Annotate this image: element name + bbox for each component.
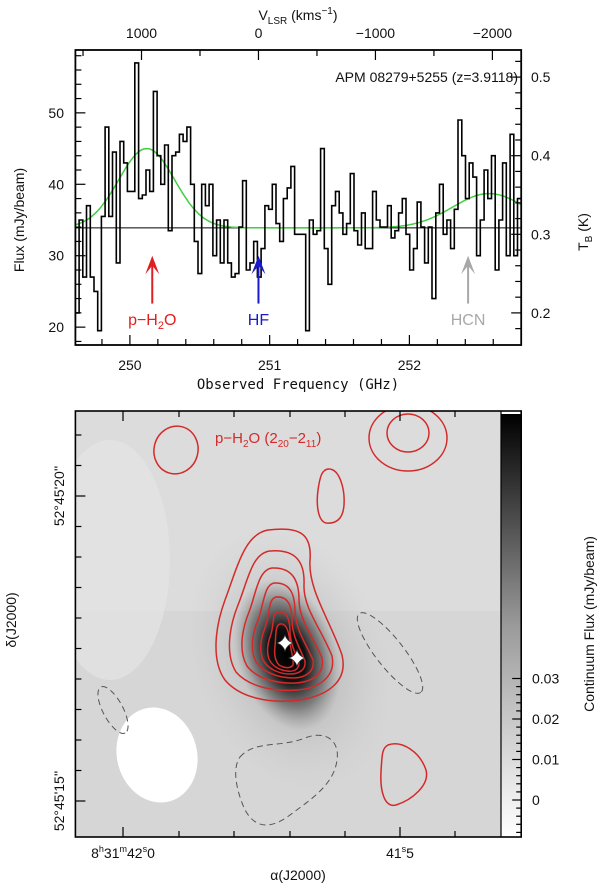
map-frame xyxy=(74,410,522,838)
contour xyxy=(215,528,344,702)
colorbar-tick-label: 0.01 xyxy=(532,752,559,768)
line-marker-label: HF xyxy=(248,312,270,329)
x-tick-label: 250 xyxy=(118,357,142,373)
x-tick-label: 251 xyxy=(258,357,282,373)
ra-tick-label: 8h31m42s0 xyxy=(91,844,155,861)
right-tick-label: 0.2 xyxy=(531,305,551,321)
y-tick-label: 50 xyxy=(48,105,64,121)
y-tick-label: 40 xyxy=(48,176,64,192)
contour-label: p−H2O (220−211) xyxy=(215,430,321,450)
contour xyxy=(380,743,428,806)
top-tick-label: −2000 xyxy=(473,25,513,41)
x-axis-label: Observed Frequency (GHz) xyxy=(197,377,399,393)
colorbar-tick-labels: 0.03 0.02 0.01 0 xyxy=(532,671,559,809)
spectrum-frame xyxy=(74,49,523,346)
top-tick-label: 0 xyxy=(255,25,263,41)
dashed-contour xyxy=(97,686,129,734)
ra-axis-label: α(J2000) xyxy=(270,867,326,883)
right-tick-label: 0.5 xyxy=(531,69,551,85)
line-marker-arrow: HCN xyxy=(451,255,486,329)
top-tick-label: 1000 xyxy=(126,25,157,41)
positive-contours xyxy=(153,411,448,806)
left-tick-labels: 20 30 40 50 xyxy=(48,105,64,335)
contour xyxy=(241,567,324,684)
colorbar-top xyxy=(501,411,521,414)
ra-tick-label: 41s5 xyxy=(386,844,414,861)
contour xyxy=(386,413,430,453)
colorbar xyxy=(501,414,521,837)
contour xyxy=(368,411,448,472)
right-tick-labels: 0.2 0.3 0.4 0.5 xyxy=(531,69,551,321)
line-markers: p−H2O HF HCN xyxy=(128,255,486,332)
top-axis-label: VLSR (kms−1) xyxy=(258,6,337,27)
chart-title: APM 08279+5255 (z=3.9118) xyxy=(335,69,518,85)
x-tick-label: 252 xyxy=(398,357,422,373)
dec-axis-label: δ(J2000) xyxy=(3,592,19,647)
top-tick-labels: 1000 0 −1000 −2000 xyxy=(126,25,512,41)
star-marker xyxy=(275,633,295,653)
star-marker xyxy=(287,648,307,668)
bottom-tick-labels: 250 251 252 xyxy=(118,357,421,373)
map-ticks xyxy=(75,411,522,837)
colorbar-tick-label: 0 xyxy=(532,792,540,808)
contour xyxy=(251,582,314,679)
right-axis-label: TB (K) xyxy=(575,213,595,251)
spectrum-panel: VLSR (kms−1) 1000 0 −1000 −2000 250 251 252 2… xyxy=(11,6,595,393)
line-marker-label: HCN xyxy=(451,312,486,329)
dashed-contour xyxy=(356,612,424,694)
right-tick-label: 0.3 xyxy=(531,226,551,242)
colorbar-tick-label: 0.02 xyxy=(532,711,559,727)
line-marker-label: p−H2O xyxy=(128,312,176,332)
gaussian-fit-line xyxy=(75,147,522,229)
right-tick-label: 0.4 xyxy=(531,148,551,164)
contour xyxy=(316,468,345,524)
contour xyxy=(260,596,306,675)
y-tick-label: 20 xyxy=(48,319,64,335)
y-axis-label: Flux (mJy/beam) xyxy=(11,168,27,272)
axis-ticks xyxy=(75,50,522,345)
beam-ellipse xyxy=(116,707,198,803)
contour xyxy=(266,611,300,672)
contour xyxy=(153,425,199,475)
y-tick-label: 30 xyxy=(48,248,64,264)
contour xyxy=(273,623,294,669)
source-markers xyxy=(275,633,307,668)
spectrum-step-line xyxy=(75,62,522,332)
colorbar-tick-label: 0.03 xyxy=(532,671,559,687)
line-marker-arrow: p−H2O xyxy=(128,255,176,332)
line-marker-arrow: HF xyxy=(248,255,270,329)
continuum-image xyxy=(75,411,501,837)
top-tick-label: −1000 xyxy=(356,25,396,41)
colorbar-label: Continuum Flux (mJy/beam) xyxy=(581,536,597,712)
contour xyxy=(228,550,334,692)
dashed-contour xyxy=(235,734,338,826)
negative-contours xyxy=(97,612,424,826)
dec-tick-label: 52°45'15'' xyxy=(51,771,67,831)
map-panel: p−H2O (220−211) 0.03 0.02 0.01 0 Continuum … xyxy=(3,410,597,883)
dec-tick-label: 52°45'20'' xyxy=(51,466,67,526)
